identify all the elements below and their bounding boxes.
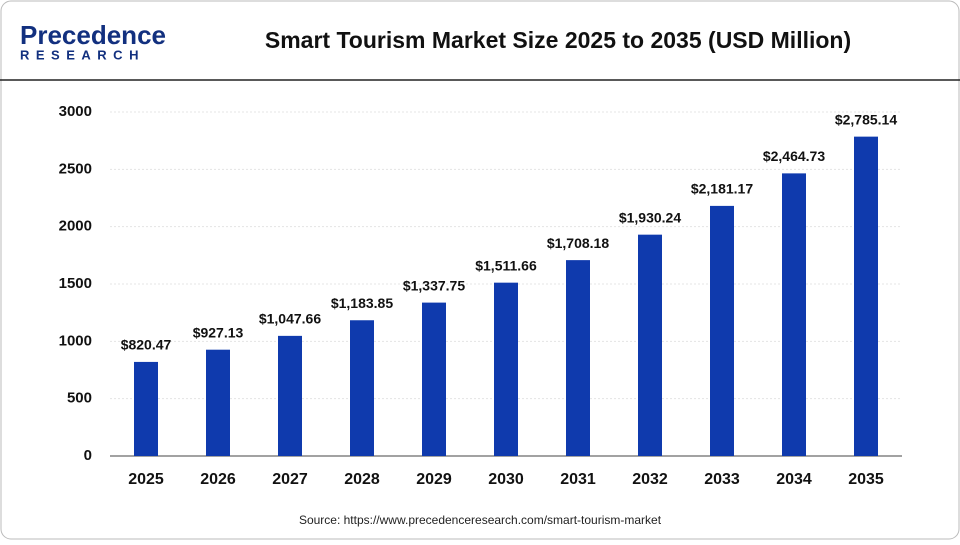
bar xyxy=(638,234,662,456)
logo-name: Precedence xyxy=(20,20,166,50)
x-tick-label: 2035 xyxy=(848,471,884,488)
value-label: $1,047.66 xyxy=(259,311,321,327)
x-tick-label: 2033 xyxy=(704,471,740,488)
value-label: $1,337.75 xyxy=(403,277,465,293)
x-tick-label: 2029 xyxy=(416,471,452,488)
x-tick-label: 2032 xyxy=(632,471,668,488)
value-label: $1,511.66 xyxy=(475,257,537,273)
x-tick-label: 2027 xyxy=(272,471,308,488)
y-tick-label: 1500 xyxy=(59,275,92,292)
x-tick-label: 2026 xyxy=(200,471,236,488)
value-label: $927.13 xyxy=(193,324,244,340)
bar xyxy=(206,349,230,456)
value-label: $1,708.18 xyxy=(547,235,609,251)
y-tick-label: 0 xyxy=(84,447,92,464)
x-tick-label: 2030 xyxy=(488,471,524,488)
y-tick-label: 2000 xyxy=(59,218,92,235)
value-label: $2,785.14 xyxy=(835,111,897,127)
x-tick-label: 2031 xyxy=(560,471,596,488)
bar xyxy=(566,260,590,456)
bar xyxy=(350,320,374,456)
y-tick-label: 1000 xyxy=(59,332,92,349)
bar xyxy=(782,173,806,456)
x-tick-label: 2028 xyxy=(344,471,380,488)
chart-title: Smart Tourism Market Size 2025 to 2035 (… xyxy=(265,27,851,53)
bar xyxy=(710,205,734,456)
value-label: $820.47 xyxy=(121,337,172,353)
value-label: $1,183.85 xyxy=(331,295,393,311)
bar xyxy=(134,361,158,456)
value-label: $2,464.73 xyxy=(763,148,825,164)
bar xyxy=(854,136,878,457)
value-label: $1,930.24 xyxy=(619,209,681,225)
y-tick-label: 500 xyxy=(67,390,92,407)
bar xyxy=(278,335,302,456)
bar xyxy=(494,282,518,456)
value-label: $2,181.17 xyxy=(691,181,753,197)
x-tick-label: 2034 xyxy=(776,471,812,488)
logo-tagline: RESEARCH xyxy=(20,47,145,62)
y-tick-label: 2500 xyxy=(59,160,92,177)
bar xyxy=(422,302,446,456)
y-tick-label: 3000 xyxy=(59,103,92,120)
x-tick-label: 2025 xyxy=(128,471,164,488)
source: Source: https://www.precedenceresearch.c… xyxy=(299,513,662,527)
